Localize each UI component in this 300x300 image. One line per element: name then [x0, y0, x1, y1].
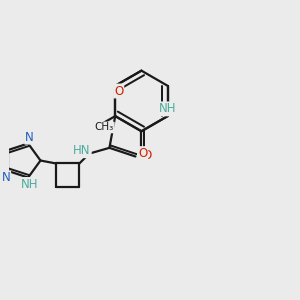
Text: HN: HN [73, 144, 91, 157]
Text: NH: NH [159, 102, 176, 116]
Text: O: O [114, 85, 123, 98]
Text: N: N [25, 131, 34, 144]
Text: O: O [138, 147, 147, 160]
Text: O: O [142, 149, 152, 162]
Text: CH₃: CH₃ [94, 122, 114, 133]
Text: N: N [2, 172, 10, 184]
Text: NH: NH [21, 178, 38, 191]
